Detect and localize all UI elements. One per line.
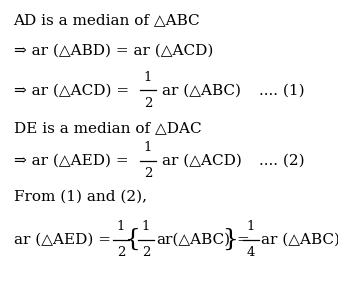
Text: ar (△AED) =: ar (△AED) = — [14, 233, 111, 247]
Text: {: { — [125, 228, 141, 251]
Text: .... (1): .... (1) — [259, 84, 304, 97]
Text: ⇒ ar (△AED) =: ⇒ ar (△AED) = — [14, 154, 128, 168]
Text: ⇒ ar (△ABD) = ar (△ACD): ⇒ ar (△ABD) = ar (△ACD) — [14, 43, 213, 57]
Text: 2: 2 — [144, 167, 152, 180]
Text: 1: 1 — [144, 141, 152, 154]
Text: }: } — [222, 228, 239, 251]
Text: ar (△ABC): ar (△ABC) — [162, 84, 241, 97]
Text: .... (2): .... (2) — [259, 154, 304, 168]
Text: ⇒ ar (△ACD) =: ⇒ ar (△ACD) = — [14, 84, 129, 97]
Text: 2: 2 — [142, 246, 150, 259]
Text: 1: 1 — [247, 220, 255, 233]
Text: 4: 4 — [247, 246, 255, 259]
Text: =: = — [237, 233, 249, 247]
Text: ar(△ABC): ar(△ABC) — [156, 233, 231, 247]
Text: 1: 1 — [144, 71, 152, 84]
Text: ar (△ACD): ar (△ACD) — [162, 154, 242, 168]
Text: ar (△ABC): ar (△ABC) — [261, 233, 338, 247]
Text: 2: 2 — [117, 246, 125, 259]
Text: From (1) and (2),: From (1) and (2), — [14, 190, 146, 203]
Text: 1: 1 — [117, 220, 125, 233]
Text: AD is a median of △ABC: AD is a median of △ABC — [14, 13, 200, 27]
Text: 1: 1 — [142, 220, 150, 233]
Text: 2: 2 — [144, 97, 152, 110]
Text: DE is a median of △DAC: DE is a median of △DAC — [14, 121, 201, 135]
